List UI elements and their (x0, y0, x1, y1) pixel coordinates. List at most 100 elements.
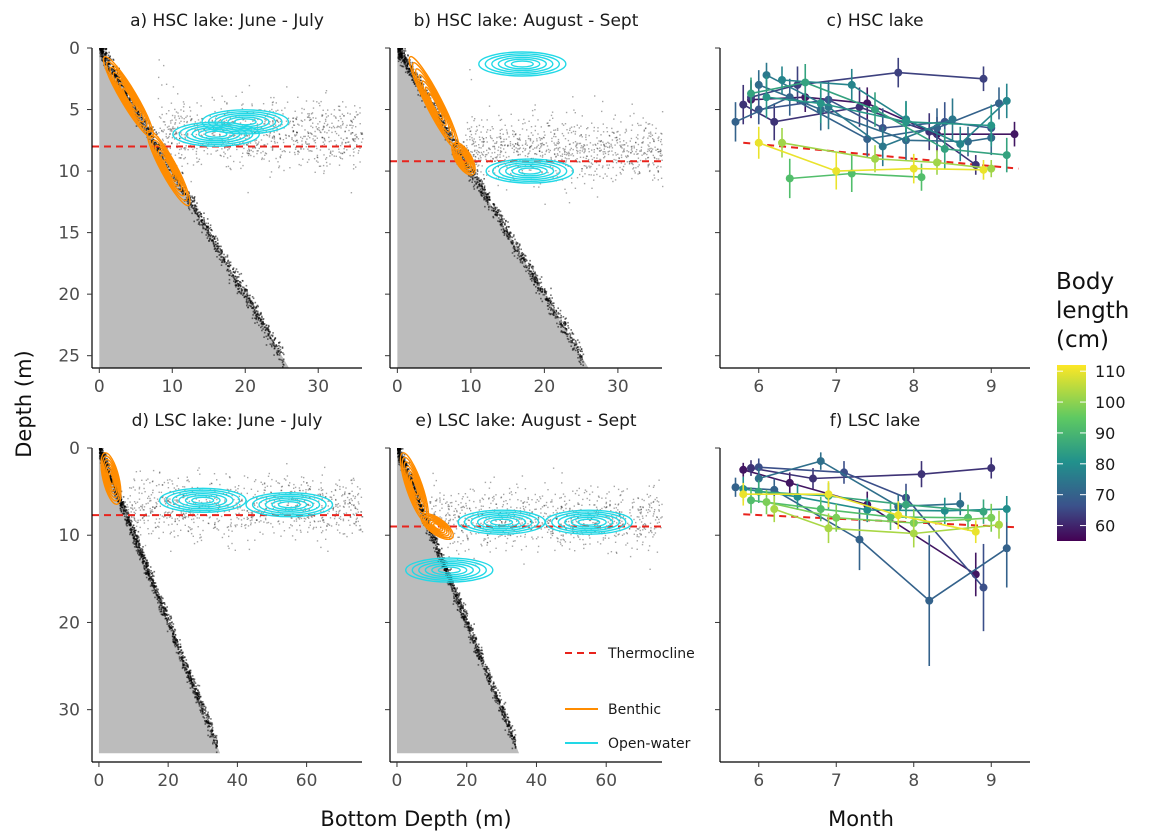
detection-point (593, 175, 594, 176)
detection-point (282, 113, 283, 114)
detection-point (304, 109, 305, 110)
detection-point (398, 61, 400, 63)
detection-point (158, 132, 159, 133)
detection-point (598, 140, 599, 141)
detection-point (606, 143, 607, 144)
detection-point (477, 186, 479, 188)
detection-point (657, 151, 658, 152)
detection-point (506, 229, 508, 231)
mean-depth-point (871, 155, 879, 163)
detection-point (196, 148, 197, 149)
detection-point (480, 155, 481, 156)
detection-point (570, 154, 571, 155)
detection-point (532, 110, 533, 111)
detection-point (555, 129, 556, 130)
mean-depth-point (941, 145, 949, 153)
detection-point (658, 171, 659, 172)
detection-point (354, 141, 355, 142)
detection-point (252, 296, 254, 298)
detection-point (541, 291, 543, 293)
detection-point (565, 146, 566, 147)
detection-point (328, 130, 329, 131)
detection-point (302, 138, 303, 139)
detection-point (260, 327, 262, 329)
detection-point (648, 149, 649, 150)
detection-point (619, 138, 620, 139)
detection-point (173, 86, 174, 87)
detection-point (645, 127, 646, 128)
detection-point (309, 137, 310, 138)
detection-point (565, 161, 566, 162)
detection-point (313, 107, 314, 108)
detection-point (573, 155, 574, 156)
detection-point (560, 315, 562, 317)
detection-point (495, 157, 496, 158)
detection-point (480, 147, 481, 148)
detection-point (482, 137, 483, 138)
detection-point (248, 301, 250, 303)
y-tick-label: 25 (58, 347, 80, 367)
detection-point (627, 145, 628, 146)
detection-point (402, 60, 404, 62)
detection-point (159, 116, 160, 117)
detection-point (585, 139, 586, 140)
detection-point (272, 138, 273, 139)
detection-point (482, 165, 483, 166)
detection-point (400, 53, 402, 55)
detection-point (660, 166, 661, 167)
detection-point (527, 270, 529, 272)
detection-point (634, 147, 635, 148)
detection-point (474, 145, 475, 146)
detection-point (352, 125, 353, 126)
detection-point (611, 128, 612, 129)
y-tick-label: 20 (58, 285, 80, 305)
detection-point (647, 144, 648, 145)
detection-point (298, 150, 299, 151)
detection-point (524, 259, 526, 261)
detection-point (254, 317, 256, 319)
detection-point (558, 139, 559, 140)
detection-point (407, 54, 409, 56)
detection-point (315, 172, 316, 173)
detection-point (485, 154, 486, 155)
detection-point (522, 151, 523, 152)
detection-point (637, 166, 638, 167)
detection-point (201, 219, 203, 221)
detection-point (593, 180, 594, 181)
detection-point (257, 144, 258, 145)
detection-point (170, 133, 171, 134)
detection-point (283, 139, 284, 140)
detection-point (504, 233, 506, 235)
detection-point (548, 149, 549, 150)
detection-point (338, 106, 339, 107)
detection-point (544, 135, 545, 136)
detection-point (478, 177, 480, 179)
detection-point (479, 125, 480, 126)
detection-point (616, 175, 617, 176)
detection-point (556, 147, 557, 148)
detection-point (476, 178, 478, 180)
detection-point (214, 135, 215, 136)
detection-point (297, 142, 298, 143)
detection-point (573, 149, 574, 150)
detection-point (506, 233, 508, 235)
detection-point (403, 50, 405, 52)
detection-point (323, 142, 324, 143)
detection-point (260, 152, 261, 153)
panel-title: b) HSC lake: August - Sept (414, 11, 639, 31)
detection-point (544, 144, 545, 145)
plot-area (92, 48, 363, 368)
detection-point (196, 102, 197, 103)
detection-point (489, 192, 491, 194)
detection-point (355, 134, 356, 135)
detection-point (296, 117, 297, 118)
mean-depth-point (747, 90, 755, 98)
detection-point (623, 166, 624, 167)
detection-point (267, 338, 269, 340)
detection-point (217, 150, 218, 151)
detection-point (599, 147, 600, 148)
detection-point (581, 348, 583, 350)
detection-point (608, 143, 609, 144)
detection-point (561, 325, 563, 327)
